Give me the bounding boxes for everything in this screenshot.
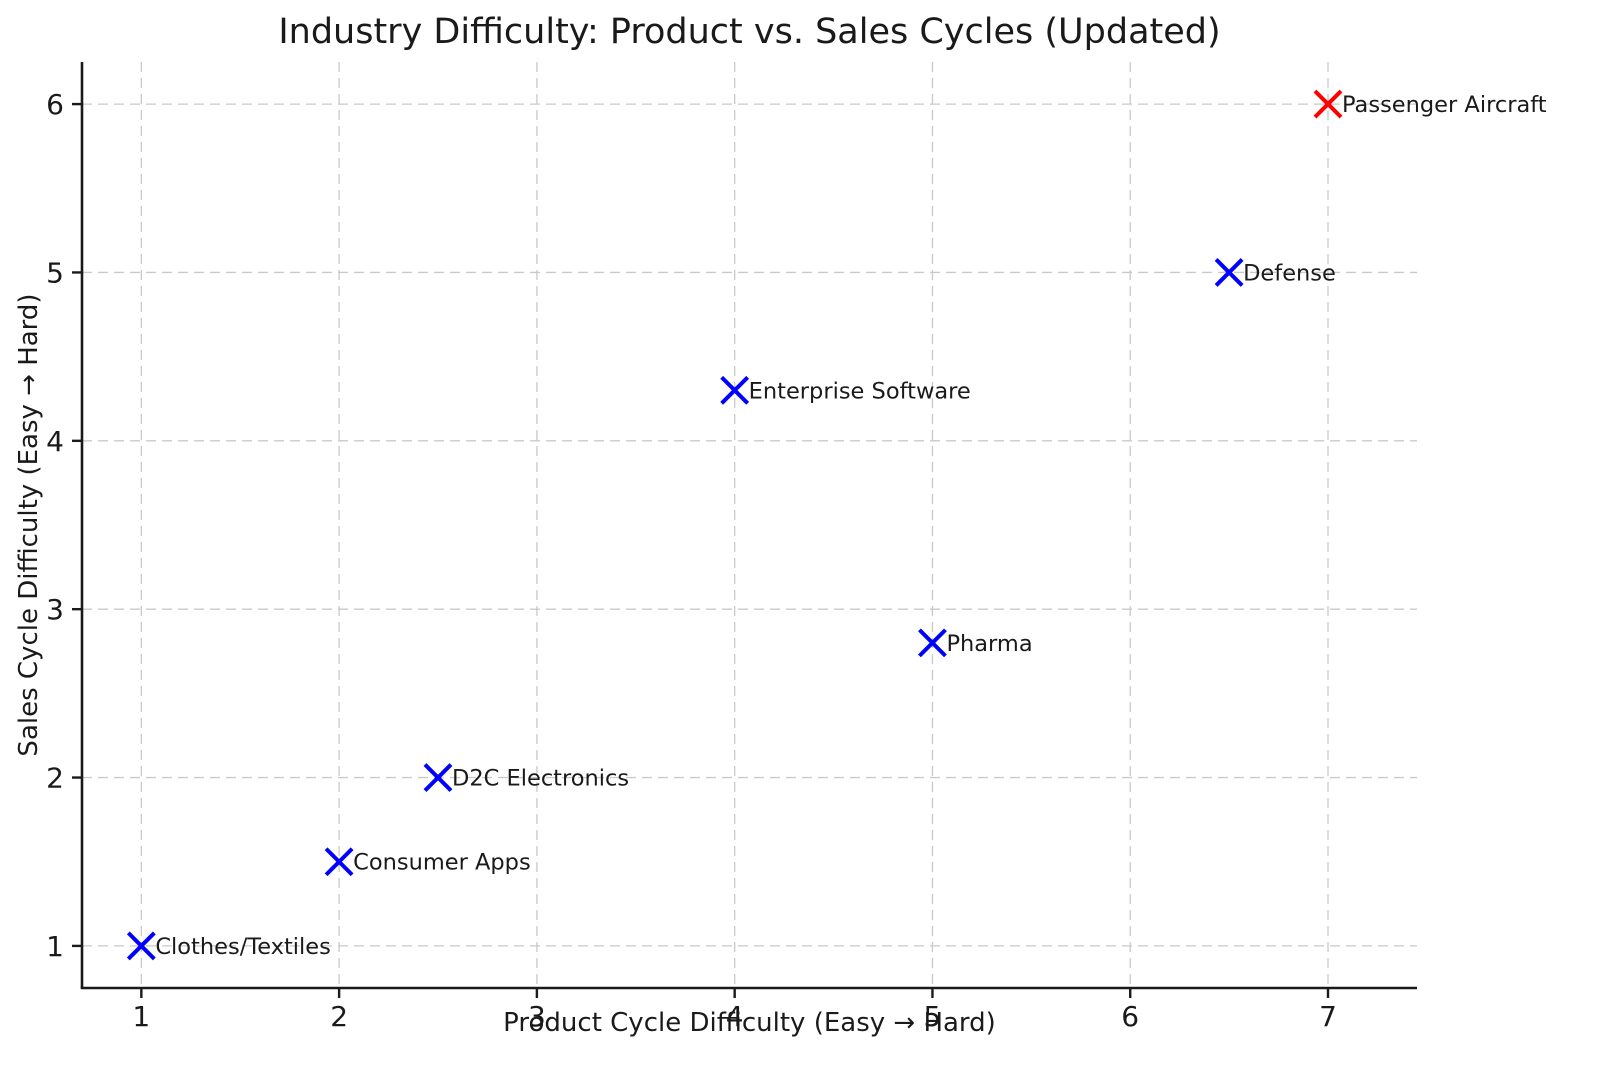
y-tick-label: 4 [46,425,64,458]
y-tick-label: 2 [46,762,64,795]
data-point-label: Consumer Apps [353,850,531,876]
y-axis-label: Sales Cycle Difficulty (Easy → Hard) [14,293,44,757]
data-point-marker [1214,258,1244,287]
y-tick-label: 6 [46,88,64,121]
data-point-marker [720,375,750,405]
data-point-marker [918,628,947,658]
y-tick-label: 1 [46,930,64,963]
chart-title: Industry Difficulty: Product vs. Sales C… [278,12,1221,52]
data-point-marker [126,931,156,961]
data-point-marker [324,847,354,877]
data-point-marker [1313,89,1343,119]
y-tick-label: 3 [46,593,64,626]
data-point-label: D2C Electronics [452,766,629,792]
x-axis-label: Product Cycle Difficulty (Easy → Hard) [503,1008,996,1038]
x-tick-label: 4 [726,1000,744,1033]
data-point-label: Clothes/Textiles [155,934,331,960]
data-point-label: Passenger Aircraft [1342,92,1547,118]
x-tick-label: 2 [330,1000,348,1033]
x-tick-label: 3 [528,1000,546,1033]
x-tick-label: 5 [924,1000,942,1033]
x-tick-label: 1 [132,1000,150,1033]
x-tick-label: 7 [1319,1000,1337,1033]
data-point-label: Pharma [946,631,1032,657]
data-point-label: Defense [1243,260,1336,286]
data-point-label: Enterprise Software [749,378,971,404]
y-tick-label: 5 [46,256,64,289]
data-point-marker [423,763,453,792]
x-tick-label: 6 [1121,1000,1139,1033]
